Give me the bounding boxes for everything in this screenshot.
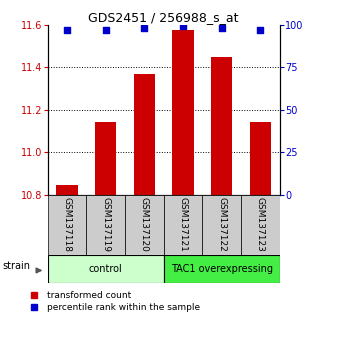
Text: GSM137118: GSM137118 [62, 197, 72, 252]
Bar [134, 74, 155, 195]
Bar [56, 185, 78, 195]
Bar [48, 195, 86, 255]
Title: GDS2451 / 256988_s_at: GDS2451 / 256988_s_at [88, 11, 239, 24]
Bar [164, 255, 280, 283]
Bar [202, 195, 241, 255]
Bar [211, 57, 232, 195]
Text: strain: strain [2, 261, 30, 271]
Legend: transformed count, percentile rank within the sample: transformed count, percentile rank withi… [21, 288, 204, 316]
Text: GSM137119: GSM137119 [101, 197, 110, 252]
Point [257, 27, 263, 33]
Bar [164, 195, 202, 255]
Text: TAC1 overexpressing: TAC1 overexpressing [170, 264, 273, 274]
Point [219, 25, 224, 31]
Bar [250, 122, 271, 195]
Text: GSM137122: GSM137122 [217, 198, 226, 252]
Text: GSM137123: GSM137123 [256, 197, 265, 252]
Text: GSM137120: GSM137120 [140, 197, 149, 252]
Bar [95, 122, 116, 195]
Text: GSM137121: GSM137121 [178, 197, 188, 252]
Point [103, 27, 108, 33]
Bar [48, 255, 164, 283]
Bar [172, 30, 194, 195]
Point [180, 24, 186, 29]
Point [142, 25, 147, 31]
Text: control: control [89, 264, 122, 274]
Bar [241, 195, 280, 255]
Point [64, 27, 70, 33]
Bar [86, 195, 125, 255]
Bar [125, 195, 164, 255]
